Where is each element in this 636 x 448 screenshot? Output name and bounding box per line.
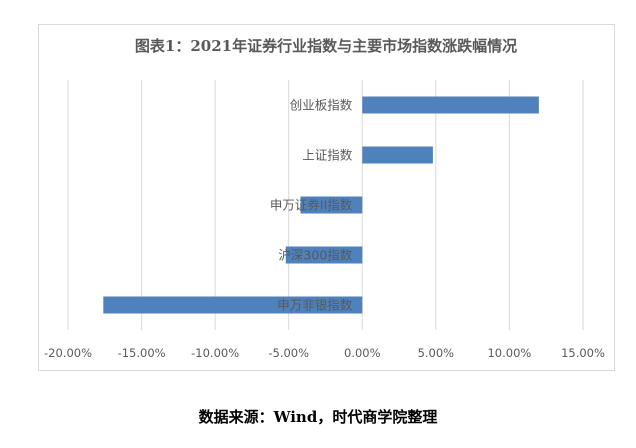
category-label: 申万非银指数 bbox=[277, 298, 353, 313]
category-label: 沪深300指数 bbox=[278, 248, 352, 263]
x-axis-tick-labels: -20.00% -15.00% -10.00% -5.00% 0.00% 5.00% 10.… bbox=[44, 346, 605, 360]
bar-chart: 图表1：2021年证券行业指数与主要市场指数涨跌幅情况 创业板指数上证指数申万证… bbox=[44, 37, 605, 360]
x-tick-label: 10.00% bbox=[487, 346, 531, 360]
chart-title: 图表1：2021年证券行业指数与主要市场指数涨跌幅情况 bbox=[135, 37, 517, 55]
bar bbox=[300, 196, 363, 214]
bars bbox=[103, 96, 539, 314]
x-tick-label: -5.00% bbox=[268, 346, 309, 360]
bar bbox=[362, 96, 539, 114]
x-tick-label: -10.00% bbox=[191, 346, 239, 360]
x-tick-label: 15.00% bbox=[561, 346, 605, 360]
source-note: 数据来源：Wind，时代商学院整理 bbox=[198, 408, 438, 426]
x-tick-label: 0.00% bbox=[344, 346, 381, 360]
x-tick-label: 5.00% bbox=[418, 346, 455, 360]
x-tick-label: -15.00% bbox=[118, 346, 166, 360]
category-label: 上证指数 bbox=[302, 148, 353, 163]
category-label: 创业板指数 bbox=[290, 98, 353, 113]
bar bbox=[285, 246, 363, 264]
category-label: 申万证券II指数 bbox=[270, 198, 353, 213]
bar bbox=[362, 146, 433, 164]
bar bbox=[103, 296, 363, 314]
x-tick-label: -20.00% bbox=[44, 346, 92, 360]
